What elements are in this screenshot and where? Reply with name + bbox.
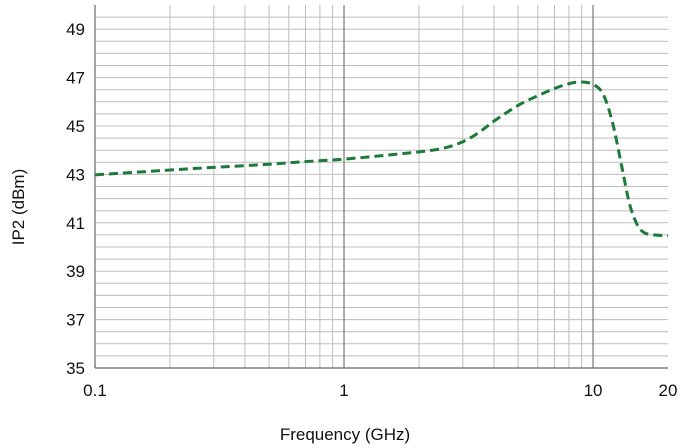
series-layer	[94, 80, 669, 238]
x-tick-label: 20	[659, 381, 678, 400]
x-axis-title: Frequency (GHz)	[280, 425, 410, 444]
x-tick-label: 10	[584, 381, 603, 400]
y-tick-label: 35	[66, 359, 85, 378]
x-tick-labels: 0.1 1 10 20	[83, 381, 677, 400]
plot-frame	[94, 5, 668, 369]
grid-minor-lines	[95, 5, 668, 368]
x-tick-label: 1	[339, 381, 348, 400]
y-tick-label: 43	[66, 165, 85, 184]
grid-major-lines	[343, 5, 594, 368]
y-axis-title: IP2 (dBm)	[9, 169, 28, 246]
y-tick-label: 47	[66, 69, 85, 88]
x-tick-label: 0.1	[83, 381, 107, 400]
y-tick-label: 41	[66, 214, 85, 233]
y-tick-label: 39	[66, 262, 85, 281]
y-tick-labels: 35 37 39 41 43 45 47 49	[66, 20, 85, 378]
y-tick-label: 45	[66, 117, 85, 136]
ip2-series-line	[94, 80, 669, 238]
y-tick-label: 37	[66, 311, 85, 330]
y-tick-label: 49	[66, 20, 85, 39]
